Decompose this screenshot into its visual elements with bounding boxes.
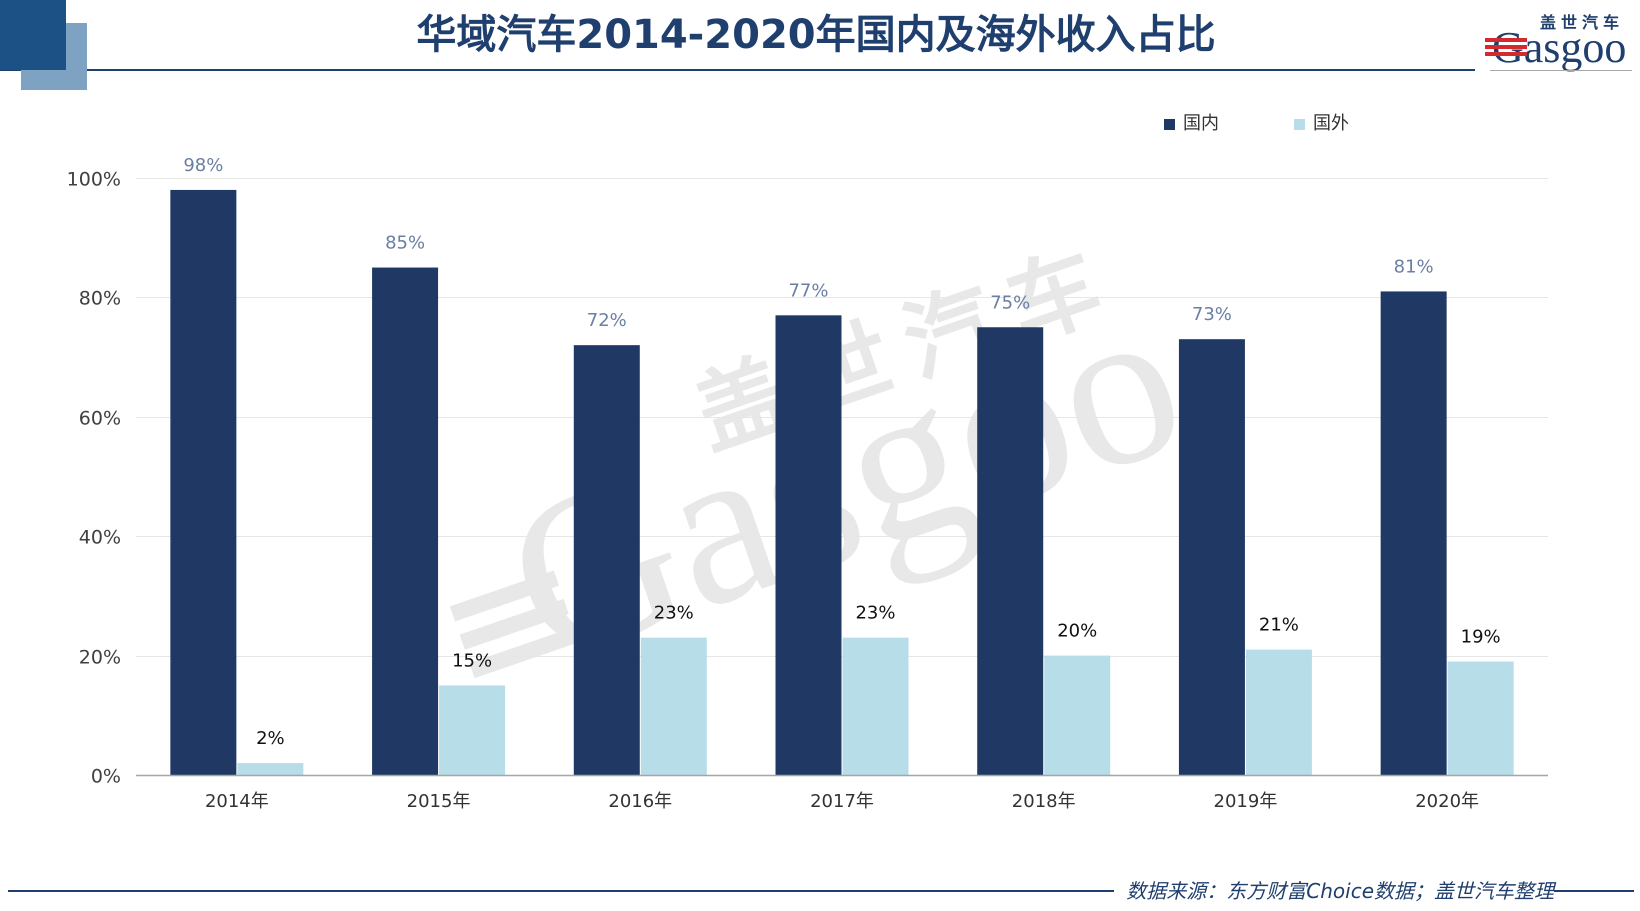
x-tick-label: 2014年 (205, 791, 269, 812)
overseas-bar (439, 685, 506, 775)
overseas-bar (1044, 655, 1111, 775)
domestic-bar (170, 189, 237, 775)
domestic-data-label: 75% (990, 292, 1030, 313)
x-tick-label: 2020年 (1415, 791, 1479, 812)
domestic-data-label: 73% (1192, 304, 1232, 325)
logo-underline (1490, 70, 1632, 71)
x-tick-label: 2018年 (1012, 791, 1076, 812)
bars: 98% 2% 85% 15% 72% 23% 77% 23% 75% 20% 73% 21% 81% 19… (170, 155, 1514, 775)
x-axis: 2014年 2015年 2016年 2017年 2018年 2019年 2020年 (136, 774, 1548, 812)
y-axis: 0% 20% 40% 60% 80% 100% (67, 169, 121, 788)
x-tick-label: 2015年 (407, 791, 471, 812)
overseas-data-label: 21% (1259, 615, 1299, 636)
bar-group: 73% 21% (1178, 304, 1312, 775)
logo-stripe (1485, 38, 1527, 42)
x-tick-label: 2016年 (608, 791, 672, 812)
domestic-bar (1178, 339, 1245, 775)
bar-group: 72% 23% (573, 310, 707, 775)
overseas-data-label: 23% (855, 603, 895, 624)
page-title: 华域汽车2014-2020年国内及海外收入占比 (416, 12, 1216, 58)
legend-swatch-domestic (1164, 118, 1175, 130)
y-tick-label: 100% (67, 169, 121, 191)
y-tick-label: 0% (91, 766, 121, 788)
x-tick-label: 2017年 (810, 791, 874, 812)
corner-decoration-dark (0, 0, 66, 70)
legend-label-domestic: 国内 (1183, 113, 1219, 134)
domestic-bar (1380, 291, 1447, 775)
overseas-data-label: 19% (1461, 627, 1501, 648)
bar-group: 77% 23% (775, 280, 909, 775)
overseas-bar (1245, 649, 1312, 775)
logo-stripes (1485, 38, 1527, 59)
bar-group: 98% 2% (170, 155, 304, 775)
domestic-data-label: 77% (788, 280, 828, 301)
brand-logo: 盖世汽车 Gasgoo (1485, 8, 1635, 74)
domestic-data-label: 85% (385, 233, 425, 254)
y-tick-label: 60% (79, 408, 121, 430)
footer: 数据来源：东方财富Choice数据；盖世汽车整理 (8, 879, 1634, 903)
domestic-bar (372, 267, 439, 775)
domestic-data-label: 81% (1394, 256, 1434, 277)
logo-cn-text: 盖世汽车 (1540, 13, 1625, 32)
gridlines (136, 178, 1548, 657)
footer-rule-left (8, 890, 1115, 892)
y-tick-label: 80% (79, 288, 121, 310)
overseas-data-label: 2% (256, 728, 285, 749)
bar-group: 81% 19% (1380, 256, 1514, 775)
y-tick-label: 40% (79, 527, 121, 549)
logo-stripe (1485, 52, 1527, 56)
bar-group: 85% 15% (372, 233, 506, 775)
legend-swatch-overseas (1294, 118, 1305, 130)
domestic-data-label: 98% (183, 155, 223, 176)
logo-stripe (1485, 45, 1527, 49)
data-source-note: 数据来源：东方财富Choice数据；盖世汽车整理 (1126, 879, 1554, 903)
footer-rule-right (1554, 890, 1634, 892)
bar-group: 75% 20% (977, 292, 1111, 775)
domestic-bar (573, 345, 640, 775)
overseas-bar (640, 637, 707, 775)
overseas-data-label: 23% (654, 603, 694, 624)
overseas-bar (237, 763, 304, 775)
domestic-bar (977, 327, 1044, 775)
overseas-data-label: 15% (452, 650, 492, 671)
domestic-data-label: 72% (587, 310, 627, 331)
x-tick-label: 2019年 (1214, 791, 1278, 812)
overseas-bar (1447, 661, 1514, 775)
y-tick-label: 20% (79, 647, 121, 669)
legend-label-overseas: 国外 (1313, 113, 1349, 134)
overseas-bar (842, 637, 909, 775)
overseas-data-label: 20% (1057, 621, 1097, 642)
legend-item-domestic: 国内 (1164, 113, 1219, 135)
legend-item-overseas: 国外 (1294, 113, 1349, 135)
domestic-bar (775, 315, 842, 775)
title-underline (0, 69, 1475, 71)
